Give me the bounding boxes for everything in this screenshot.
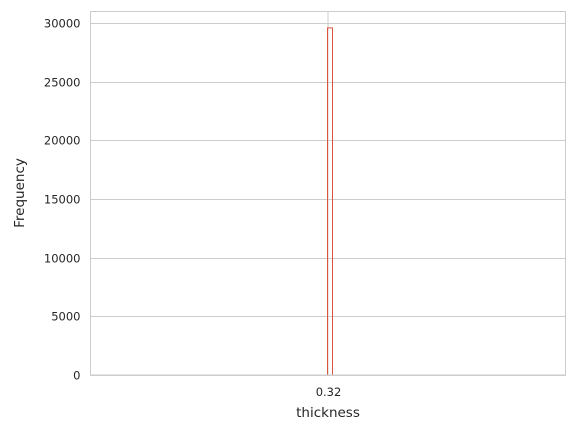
y-axis-label: Frequency (12, 158, 28, 228)
x-axis-ticks: 0.32 (316, 385, 342, 399)
y-tick-label: 10000 (44, 252, 81, 266)
y-tick-label: 0 (73, 369, 80, 383)
y-tick-label: 20000 (44, 134, 81, 148)
plot-frame (90, 11, 566, 376)
y-tick-label: 25000 (44, 76, 81, 90)
x-axis-label: thickness (296, 405, 360, 421)
y-tick-label: 15000 (44, 193, 81, 207)
y-tick-label: 5000 (51, 310, 80, 324)
x-tick-label: 0.32 (316, 385, 342, 399)
y-tick-label: 30000 (44, 17, 81, 31)
y-axis-ticks: 0 5000 10000 15000 20000 25000 30000 (44, 17, 81, 383)
